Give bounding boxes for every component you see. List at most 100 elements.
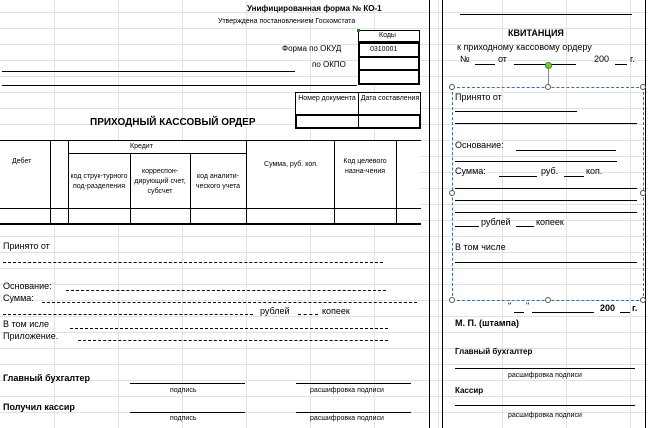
receipt-including-line[interactable] [455,262,637,263]
receipt-rub-dot: руб. [541,166,559,176]
doc-header-divider [358,93,359,114]
resize-handle-nw-icon[interactable] [449,84,455,90]
receipt-kopecks-label: копеек [536,217,564,227]
receipt-bottom-year-suffix: г. [632,303,638,313]
resize-handle-w-icon[interactable] [449,190,455,196]
received-from-label: Принято от [3,241,50,251]
receipt-sum-kop-line[interactable] [564,176,584,177]
receipt-kopecks-line[interactable] [516,226,534,227]
received-from-line[interactable] [3,262,383,263]
resize-handle-s-icon[interactable] [545,297,551,303]
okpo-label: по ОКПО [312,60,346,69]
attachment-label: Приложение. [3,331,59,341]
receipt-decoding-1: расшифровка подписи [508,372,582,379]
receipt-number-sign: № [460,54,470,64]
tear-line-right [442,0,443,428]
resize-handle-e-icon[interactable] [640,190,646,196]
receipt-stamp-label: М. П. (штампа) [455,318,519,328]
attachment-line[interactable] [78,340,388,341]
resize-handle-n-icon[interactable] [545,84,551,90]
receipt-rubles-label: рублей [481,217,511,227]
receipt-kop-dot: коп. [586,166,603,176]
receipt-sum-words-line-3[interactable] [455,212,637,213]
receipt-including-label: В том числе [455,242,506,252]
chief-decoding-line[interactable] [296,383,411,384]
basis-line[interactable] [66,290,386,291]
receipt-month-line[interactable] [532,312,594,313]
col-purpose-label: Код целевого назна-чения [343,158,387,175]
cashier-signature-line[interactable] [130,412,245,413]
doc-header-box: Номер документа Дата составления [295,92,421,114]
receipt-basis-line-1[interactable] [516,150,616,151]
kredit-label: Кредит [130,143,153,150]
main-table [0,140,421,224]
resize-handle-se-icon[interactable] [640,297,646,303]
kredit-underline [68,153,246,154]
including-label: В том исле [3,319,50,329]
col-corr-label: корреспон-дирующий счет, субсчет [134,168,186,195]
receipt-title: КВИТАНЦИЯ [508,28,564,38]
doc-values-box[interactable] [295,114,421,129]
kopecks-label: копеек [322,306,350,316]
col-divider-6 [334,140,335,224]
doc-title: ПРИХОДНЫЙ КАССОВЫЙ ОРДЕР [90,117,256,128]
including-line[interactable] [70,328,388,329]
rotate-handle-icon[interactable] [545,62,552,69]
selected-textbox[interactable] [452,87,644,301]
receipt-sum-label: Сумма: [455,166,486,176]
kopecks-line[interactable] [298,314,318,315]
receipt-chief-label: Главный бухгалтер [455,347,533,356]
receipt-bottom-year-line[interactable] [620,312,630,313]
org-name-line [2,71,295,72]
sum-line[interactable] [42,302,417,303]
receipt-received-line-2[interactable] [455,123,637,124]
receipt-date-quote-open: " [508,301,512,311]
codes-header-box: Коды [358,30,420,42]
tear-line-left [429,0,430,428]
cell-marker-icon [357,29,360,32]
extra-code-cell[interactable] [358,70,420,85]
dept-line [2,85,357,86]
right-border [645,0,646,428]
receipt-subtitle: к приходному кассовому ордеру [457,42,592,52]
receipt-org-line[interactable] [460,14,632,15]
form-title: Унифицированная форма № КО-1 [247,4,382,13]
receipt-received-from-label: Принято от [455,92,502,102]
receipt-number-line[interactable] [475,64,495,65]
okud-cell[interactable]: 0310001 [358,42,420,58]
receipt-year: 200 [594,54,610,64]
receipt-basis-label: Основание: [455,140,504,150]
receipt-rubles-line[interactable] [455,226,479,227]
cashier-decoding-line[interactable] [296,412,411,413]
receipt-sum-words-line-1[interactable] [455,188,637,189]
sum-label: Сумма: [3,293,34,303]
receipt-chief-line[interactable] [455,368,635,369]
receipt-cashier-label: Кассир [455,386,484,395]
chief-signature-caption: подпись [170,387,197,394]
receipt-sum-words-line-2[interactable] [455,200,637,201]
received-cashier-label: Получил кассир [3,402,75,412]
receipt-basis-line-2[interactable] [455,161,617,162]
okpo-cell[interactable] [358,57,420,71]
receipt-decoding-2: расшифровка подписи [508,412,582,419]
receipt-date-quote-close: " [526,301,530,311]
cashier-decoding-caption: расшифровка подписи [310,415,384,422]
receipt-day-line[interactable] [514,312,524,313]
chief-signature-line[interactable] [130,383,245,384]
doc-values-divider [358,116,359,127]
receipt-year-line[interactable] [615,64,627,65]
col-divider-7 [396,140,397,224]
receipt-cashier-line[interactable] [455,405,635,406]
resize-handle-sw-icon[interactable] [449,297,455,303]
chief-decoding-caption: расшифровка подписи [310,387,384,394]
receipt-sum-rub-line[interactable] [499,176,537,177]
col-anal-label: код аналити-ческого учета [195,173,241,190]
okud-label: Форма по ОКУД [282,44,342,53]
receipt-received-line-1[interactable] [455,111,577,112]
sum-words-line[interactable] [3,314,253,315]
codes-label: Коды [379,32,396,39]
receipt-from: от [498,54,507,64]
okud-value: 0310001 [370,46,398,53]
resize-handle-ne-icon[interactable] [640,84,646,90]
doc-date-label: Дата составления [360,95,420,102]
